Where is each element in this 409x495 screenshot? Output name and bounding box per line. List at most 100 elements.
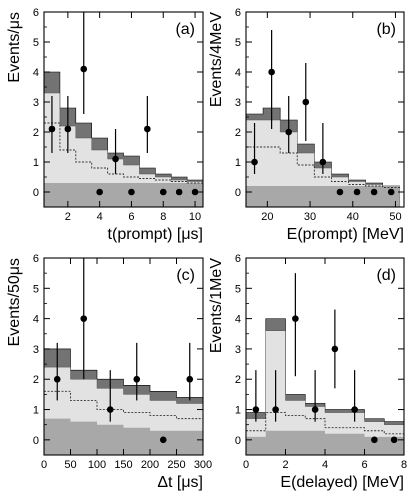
x-tick-label: 250 (167, 459, 185, 471)
y-tick-label: 1 (235, 157, 241, 169)
data-point (106, 406, 114, 413)
data-point (80, 315, 88, 322)
y-tick-label: 1 (33, 405, 39, 417)
histogram-base-band (44, 418, 203, 455)
y-tick-label: 6 (235, 253, 241, 265)
plot-area (246, 273, 404, 455)
x-tick-label: 100 (88, 459, 106, 471)
histogram-line (44, 122, 203, 184)
data-point (285, 128, 293, 136)
y-tick-label: 3 (33, 344, 39, 356)
histogram-base-band (246, 430, 404, 455)
x-axis-label: t(prompt) [μs] (108, 226, 203, 243)
data-point (80, 65, 88, 73)
y-tick-label: 0 (33, 435, 39, 447)
x-tick-label: 6 (128, 211, 134, 223)
y-axis-label: Events/1MeV (208, 258, 225, 353)
plot-frame (43, 11, 204, 208)
x-tick-label: 150 (114, 459, 132, 471)
histogram-base-band (246, 186, 400, 207)
x-tick-label: 10 (189, 211, 201, 223)
histogram-line (246, 412, 404, 435)
data-point (311, 406, 319, 413)
data-point (133, 375, 141, 383)
data-point (175, 188, 183, 196)
x-tick-label: 8 (160, 211, 166, 223)
data-point (272, 406, 279, 413)
y-tick-label: 0 (235, 187, 241, 199)
y-tick-label: 4 (33, 314, 39, 326)
histogram-line (44, 390, 203, 420)
y-axis-label: Events/μs (6, 12, 23, 83)
x-tick-label: 6 (361, 459, 367, 471)
y-tick-label: 5 (235, 283, 241, 295)
data-point (302, 98, 310, 106)
panel-b: 0 1 2 3 4 5 6 20 30 40 50 E(prompt) [MeV] Events/4Me… (208, 7, 405, 243)
x-tick-label: 30 (304, 211, 316, 223)
x-tick-label: 8 (401, 459, 407, 471)
y-tick-label: 5 (33, 37, 39, 49)
data-point (371, 436, 378, 444)
x-tick-label: 50 (64, 459, 76, 471)
plot-area (44, 12, 203, 207)
y-tick-label: 0 (33, 187, 39, 199)
data-point (370, 188, 378, 196)
data-point (64, 125, 72, 133)
x-tick-label: 300 (194, 459, 212, 471)
y-tick-label: 3 (235, 344, 241, 356)
y-tick-label: 4 (235, 67, 241, 79)
x-axis-label: E(delayed) [MeV] (280, 474, 404, 491)
y-tick-label: 4 (33, 67, 39, 79)
y-tick-label: 2 (33, 374, 39, 386)
x-tick-label: 50 (389, 211, 401, 223)
data-point (186, 375, 194, 383)
y-tick-label: 6 (33, 253, 39, 265)
data-point (292, 315, 299, 322)
data-point (159, 436, 167, 444)
x-axis-label: Δt [μs] (157, 474, 203, 491)
y-tick-label: 6 (235, 7, 241, 19)
y-tick-label: 4 (235, 314, 241, 326)
y-tick-label: 2 (235, 127, 241, 139)
plot-area (44, 258, 203, 455)
data-point (53, 375, 61, 383)
data-point (252, 406, 260, 413)
panel-tag: (d) (376, 267, 396, 284)
y-tick-label: 5 (235, 37, 241, 49)
panel-tag: (a) (175, 21, 195, 38)
x-tick-label: 40 (347, 211, 359, 223)
plot-frame (245, 11, 405, 208)
histogram-light-band (44, 92, 203, 207)
panel-a: 0 1 2 3 4 5 6 2 4 6 8 10 t(prompt) [μs] Events/μs (a) (6, 7, 204, 243)
data-point (48, 125, 56, 133)
y-axis-label: Events/50μs (6, 258, 23, 346)
y-axis-label: Events/4MeV (208, 12, 225, 107)
y-tick-label: 1 (33, 157, 39, 169)
data-point (191, 188, 199, 196)
data-point (319, 158, 327, 166)
data-point (128, 188, 135, 196)
y-tick-label: 2 (235, 374, 241, 386)
panel-c: 0 1 2 3 4 5 6 0 50 100 150 200 250 300 Δt [μs] Events/5… (6, 253, 212, 491)
panel-d: 0 1 2 3 4 5 6 0 2 4 6 8 E(delayed) [MeV] Events/1MeV (… (208, 253, 407, 491)
data-point (96, 188, 103, 196)
x-tick-label: 4 (322, 459, 328, 471)
x-tick-label: 2 (282, 459, 288, 471)
data-point (112, 155, 119, 163)
data-point (251, 158, 258, 166)
plot-area (246, 30, 401, 207)
panel-tag: (c) (176, 267, 195, 284)
x-axis-label: E(prompt) [MeV] (287, 226, 404, 243)
x-tick-label: 2 (65, 211, 71, 223)
y-tick-label: 3 (235, 97, 241, 109)
x-tick-label: 200 (141, 459, 159, 471)
data-point (353, 188, 361, 196)
data-point (351, 406, 358, 413)
data-point (331, 345, 339, 353)
data-point (387, 188, 395, 196)
panel-tag: (b) (376, 21, 396, 38)
y-tick-label: 0 (235, 435, 241, 447)
data-point (159, 188, 167, 196)
y-tick-label: 1 (235, 405, 241, 417)
